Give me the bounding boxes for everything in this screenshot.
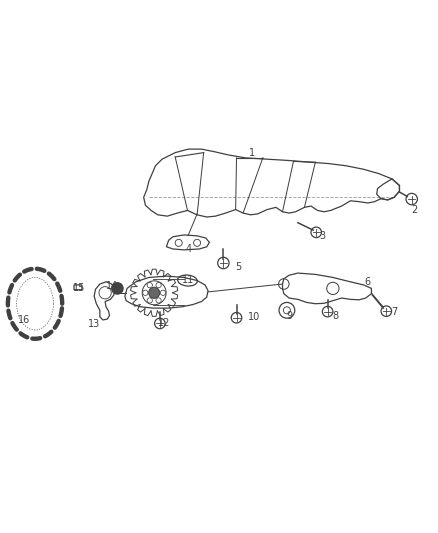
- Text: 13: 13: [88, 319, 100, 329]
- Text: 1: 1: [249, 148, 255, 158]
- Text: 2: 2: [411, 205, 417, 215]
- Circle shape: [112, 282, 123, 294]
- Circle shape: [147, 298, 152, 303]
- Text: 6: 6: [365, 277, 371, 287]
- Text: 11: 11: [182, 274, 194, 285]
- Circle shape: [156, 298, 161, 303]
- Text: 9: 9: [286, 311, 292, 320]
- Text: 5: 5: [236, 262, 242, 271]
- Text: 7: 7: [391, 308, 397, 318]
- Circle shape: [147, 282, 152, 288]
- Text: 8: 8: [332, 311, 338, 320]
- Text: 12: 12: [158, 318, 170, 328]
- Circle shape: [148, 287, 160, 298]
- Text: 15: 15: [73, 284, 85, 293]
- Text: 4: 4: [185, 244, 191, 254]
- Circle shape: [156, 282, 161, 288]
- Text: 16: 16: [18, 315, 30, 325]
- Circle shape: [143, 290, 148, 295]
- Text: 10: 10: [248, 312, 260, 322]
- Text: 3: 3: [319, 231, 325, 241]
- Text: 14: 14: [106, 281, 118, 291]
- Circle shape: [160, 290, 166, 295]
